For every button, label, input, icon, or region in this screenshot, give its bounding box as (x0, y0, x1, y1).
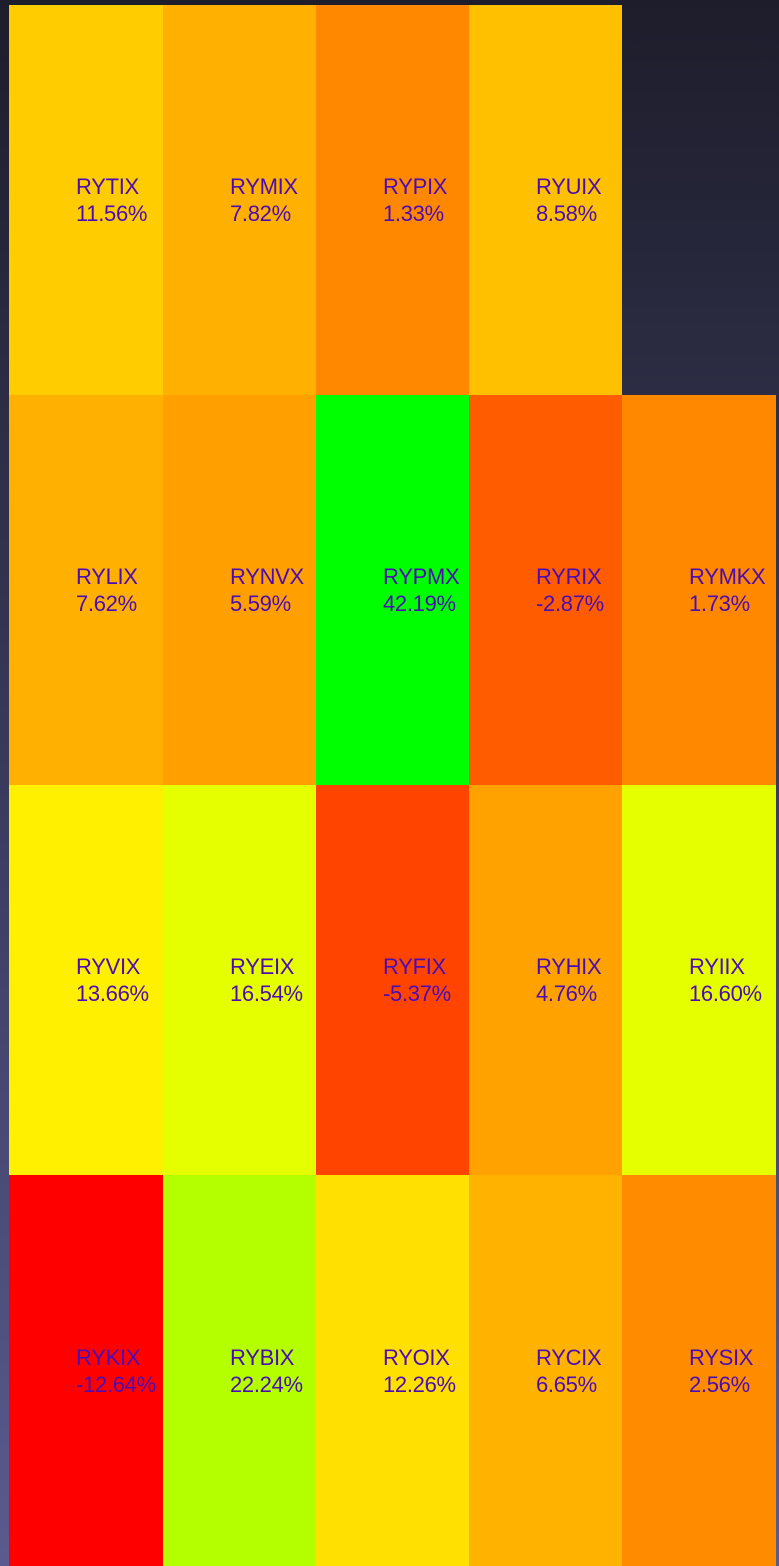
ticker-label: RYNVX (230, 564, 304, 589)
cell-label: RYNVX 5.59% (230, 563, 304, 617)
cell-label: RYTIX 11.56% (76, 173, 147, 227)
ticker-label: RYVIX (76, 954, 141, 979)
cell-label: RYEIX 16.54% (230, 953, 303, 1007)
heatmap-cell-ryfix[interactable]: RYFIX -5.37% (316, 785, 469, 1175)
heatmap-cell-rytix[interactable]: RYTIX 11.56% (9, 5, 163, 395)
return-value-label: 1.73% (689, 591, 750, 616)
heatmap-cell-ryeix[interactable]: RYEIX 16.54% (163, 785, 316, 1175)
ticker-label: RYPMX (383, 564, 460, 589)
cell-label: RYPMX 42.19% (383, 563, 460, 617)
return-value-label: 8.58% (536, 201, 597, 226)
heatmap-cell-ryrix[interactable]: RYRIX -2.87% (469, 395, 622, 785)
return-value-label: 7.82% (230, 201, 291, 226)
cell-label: RYMKX 1.73% (689, 563, 766, 617)
return-value-label: 13.66% (76, 981, 149, 1006)
ticker-label: RYSIX (689, 1344, 754, 1370)
cell-label: RYVIX 13.66% (76, 953, 149, 1007)
return-value-label: 6.65% (536, 1371, 597, 1397)
cell-label: RYPIX 1.33% (383, 173, 447, 227)
return-value-label: 16.60% (689, 981, 762, 1006)
cell-label: RYLIX 7.62% (76, 563, 138, 617)
cell-label: RYOIX 12.26% (383, 1344, 456, 1398)
cell-label: RYBIX 22.24% (230, 1344, 303, 1398)
ticker-label: RYPIX (383, 174, 448, 199)
ticker-label: RYUIX (536, 174, 602, 199)
cell-label: RYUIX 8.58% (536, 173, 602, 227)
ticker-label: RYLIX (76, 564, 138, 589)
heatmap-cell-rybix[interactable]: RYBIX 22.24% (163, 1175, 316, 1566)
heatmap-cell-rypix[interactable]: RYPIX 1.33% (316, 5, 469, 395)
return-value-label: 12.26% (383, 1371, 456, 1397)
cell-label: RYHIX 4.76% (536, 953, 602, 1007)
return-value-label: 5.59% (230, 591, 291, 616)
heatmap-cell-rylix[interactable]: RYLIX 7.62% (9, 395, 163, 785)
ticker-label: RYBIX (230, 1344, 295, 1370)
cell-label: RYKIX -12.64% (76, 1344, 156, 1398)
ticker-label: RYTIX (76, 174, 139, 199)
heatmap-cell-rysix[interactable]: RYSIX 2.56% (622, 1175, 776, 1566)
ticker-label: RYOIX (383, 1344, 450, 1370)
cell-label: RYIIX 16.60% (689, 953, 762, 1007)
ticker-label: RYKIX (76, 1344, 141, 1370)
return-value-label: -5.37% (383, 981, 451, 1006)
heatmap-cell-rymix[interactable]: RYMIX 7.82% (163, 5, 316, 395)
return-value-label: 42.19% (383, 591, 456, 616)
ticker-label: RYMKX (689, 564, 766, 589)
return-value-label: 11.56% (76, 201, 148, 226)
heatmap-cell-rypmx[interactable]: RYPMX 42.19% (316, 395, 469, 785)
return-value-label: 16.54% (230, 981, 303, 1006)
return-value-label: 22.24% (230, 1371, 303, 1397)
heatmap-cell-rynvx[interactable]: RYNVX 5.59% (163, 395, 316, 785)
cell-label: RYSIX 2.56% (689, 1344, 753, 1398)
cell-label: RYFIX -5.37% (383, 953, 451, 1007)
ticker-label: RYEIX (230, 954, 295, 979)
ticker-label: RYCIX (536, 1344, 602, 1370)
return-value-label: 7.62% (76, 591, 137, 616)
cell-label: RYMIX 7.82% (230, 173, 298, 227)
ticker-label: RYRIX (536, 564, 602, 589)
heatmap-cell-rymkx[interactable]: RYMKX 1.73% (622, 395, 776, 785)
heatmap-cell-ryhix[interactable]: RYHIX 4.76% (469, 785, 622, 1175)
return-value-label: 4.76% (536, 981, 597, 1006)
ticker-label: RYFIX (383, 954, 446, 979)
heatmap-cell-ryuix[interactable]: RYUIX 8.58% (469, 5, 622, 395)
cell-label: RYRIX -2.87% (536, 563, 604, 617)
return-value-label: 2.56% (689, 1371, 750, 1397)
return-value-label: -12.64% (76, 1371, 156, 1397)
return-value-label: 1.33% (383, 201, 444, 226)
ticker-label: RYIIX (689, 954, 745, 979)
return-value-label: -2.87% (536, 591, 604, 616)
heatmap-cell-ryvix[interactable]: RYVIX 13.66% (9, 785, 163, 1175)
heatmap-cell-rycix[interactable]: RYCIX 6.65% (469, 1175, 622, 1566)
heatmap-cell-rykix[interactable]: RYKIX -12.64% (9, 1175, 163, 1566)
heatmap-cell-ryoix[interactable]: RYOIX 12.26% (316, 1175, 469, 1566)
cell-label: RYCIX 6.65% (536, 1344, 602, 1398)
ticker-label: RYHIX (536, 954, 602, 979)
ticker-label: RYMIX (230, 174, 298, 199)
heatmap-cell-ryiix[interactable]: RYIIX 16.60% (622, 785, 776, 1175)
